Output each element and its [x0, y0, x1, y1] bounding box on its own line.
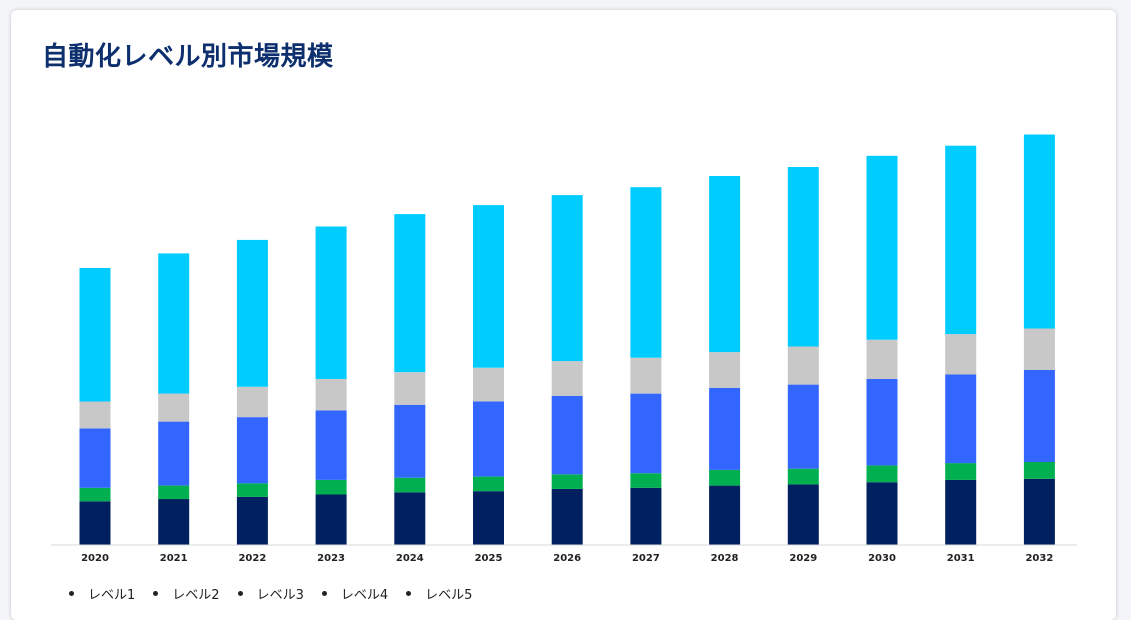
legend-label: レベル2	[172, 588, 220, 603]
bar-segment-2026-5	[551, 195, 583, 362]
bar-segment-2026-4	[551, 361, 583, 396]
x-tick-label: 2024	[396, 553, 424, 564]
bar-segment-2032-1	[1023, 478, 1055, 545]
bar-segment-2020-1	[79, 501, 111, 545]
bar-segment-2024-4	[394, 372, 426, 405]
chart-card: 自動化レベル別市場規模 2020 2021 2022 2023 2024 2025 2026…	[11, 10, 1116, 620]
bar-segment-2028-1	[709, 485, 741, 545]
bar-segment-2032-3	[1023, 370, 1055, 462]
bar-segment-2030-2	[866, 465, 898, 483]
bar-segment-2028-5	[709, 176, 741, 353]
bar-segment-2028-4	[709, 352, 741, 388]
legend-label: レベル4	[340, 588, 389, 603]
bar-segment-2031-4	[945, 334, 977, 375]
chart-title: 自動化レベル別市場規模	[42, 42, 334, 72]
bar-segment-2030-4	[866, 339, 898, 379]
legend-label: レベル5	[425, 588, 473, 603]
bar-segment-2021-5	[158, 253, 190, 394]
bar-segment-2031-3	[945, 374, 977, 464]
bar-segment-2024-2	[394, 477, 426, 493]
bar-segment-2025-5	[473, 205, 504, 368]
bar-segment-2029-1	[787, 484, 819, 545]
bar-segment-2025-4	[473, 367, 504, 402]
bar-segment-2020-5	[79, 268, 111, 402]
bar-segment-2028-3	[709, 388, 741, 470]
bullet-icon	[153, 591, 159, 596]
bar-segment-2028-2	[709, 469, 741, 486]
bar-segment-2031-1	[945, 479, 977, 545]
bar-segment-2022-4	[236, 386, 268, 418]
x-tick-label: 2025	[475, 553, 503, 564]
legend: レベル1 レベル2 レベル3 レベル4 レベル5	[69, 584, 490, 603]
bar-segment-2026-2	[551, 474, 583, 489]
bullet-icon	[69, 591, 74, 596]
bar-segment-2030-1	[866, 482, 898, 545]
legend-label: レベル3	[256, 588, 304, 603]
bar-segment-2020-2	[79, 487, 111, 502]
bar-segment-2032-5	[1023, 134, 1055, 329]
bar-segment-2030-5	[866, 155, 898, 340]
legend-item: レベル3	[237, 584, 304, 603]
bar-segment-2021-4	[158, 393, 190, 422]
bullet-icon	[321, 591, 327, 596]
bar-segment-2029-3	[787, 384, 819, 469]
bar-segment-2023-3	[315, 410, 347, 480]
bars-group	[79, 134, 1055, 545]
bar-segment-2023-5	[315, 226, 347, 379]
x-tick-label: 2030	[868, 553, 896, 564]
x-tick-label: 2023	[317, 553, 345, 564]
bar-segment-2029-2	[787, 468, 819, 485]
bar-segment-2032-2	[1023, 462, 1055, 479]
legend-item: レベル2	[153, 584, 220, 603]
legend-item: レベル5	[406, 584, 472, 603]
bar-segment-2025-1	[473, 491, 504, 545]
bar-segment-2027-1	[630, 487, 662, 545]
bar-segment-2031-2	[945, 463, 977, 480]
bar-segment-2031-5	[945, 145, 977, 335]
bar-segment-2026-1	[551, 488, 583, 545]
bar-segment-2029-4	[787, 346, 819, 385]
legend-label: レベル1	[88, 588, 136, 603]
x-tick-label: 2028	[711, 553, 739, 564]
legend-item: レベル4	[321, 584, 389, 603]
bar-segment-2025-2	[473, 476, 504, 492]
bar-segment-2020-4	[79, 401, 111, 429]
bar-segment-2022-2	[236, 483, 268, 497]
x-tick-label: 2026	[553, 553, 581, 564]
bar-segment-2026-3	[551, 395, 583, 475]
bar-segment-2021-3	[158, 421, 190, 486]
x-tick-label: 2027	[632, 553, 660, 564]
x-tick-label: 2022	[238, 553, 266, 564]
bullet-icon	[237, 591, 243, 596]
bar-segment-2023-4	[315, 379, 347, 411]
bar-segment-2032-4	[1023, 328, 1055, 370]
bar-segment-2027-5	[630, 187, 662, 358]
bar-segment-2029-5	[787, 167, 819, 347]
bar-segment-2030-3	[866, 379, 898, 466]
bar-segment-2025-3	[473, 401, 504, 477]
x-tick-label: 2031	[947, 553, 975, 564]
bar-segment-2024-1	[394, 492, 426, 545]
bar-segment-2022-3	[236, 417, 268, 484]
bar-segment-2021-1	[158, 499, 190, 545]
bar-segment-2021-2	[158, 485, 190, 500]
bar-segment-2024-3	[394, 404, 426, 478]
x-tick-label: 2021	[160, 553, 188, 564]
bar-segment-2022-1	[236, 496, 268, 545]
x-axis-ticks: 2020 2021 2022 2023 2024 2025 2026 2027 2028 2029…	[81, 553, 1053, 564]
x-tick-label: 2020	[81, 553, 109, 564]
legend-item: レベル1	[69, 584, 135, 603]
bar-segment-2020-3	[79, 428, 111, 488]
bar-segment-2022-5	[236, 239, 268, 387]
bullet-icon	[406, 591, 412, 596]
stacked-bar-chart: 2020 2021 2022 2023 2024 2025 2026 2027 2028 2029…	[51, 134, 1077, 564]
bar-segment-2023-1	[315, 494, 347, 545]
bar-segment-2027-3	[630, 393, 662, 474]
bar-segment-2027-2	[630, 473, 662, 488]
x-tick-label: 2029	[789, 553, 817, 564]
x-tick-label: 2032	[1025, 553, 1053, 564]
bar-segment-2023-2	[315, 479, 347, 495]
bar-segment-2024-5	[394, 214, 426, 373]
bar-segment-2027-4	[630, 357, 662, 394]
